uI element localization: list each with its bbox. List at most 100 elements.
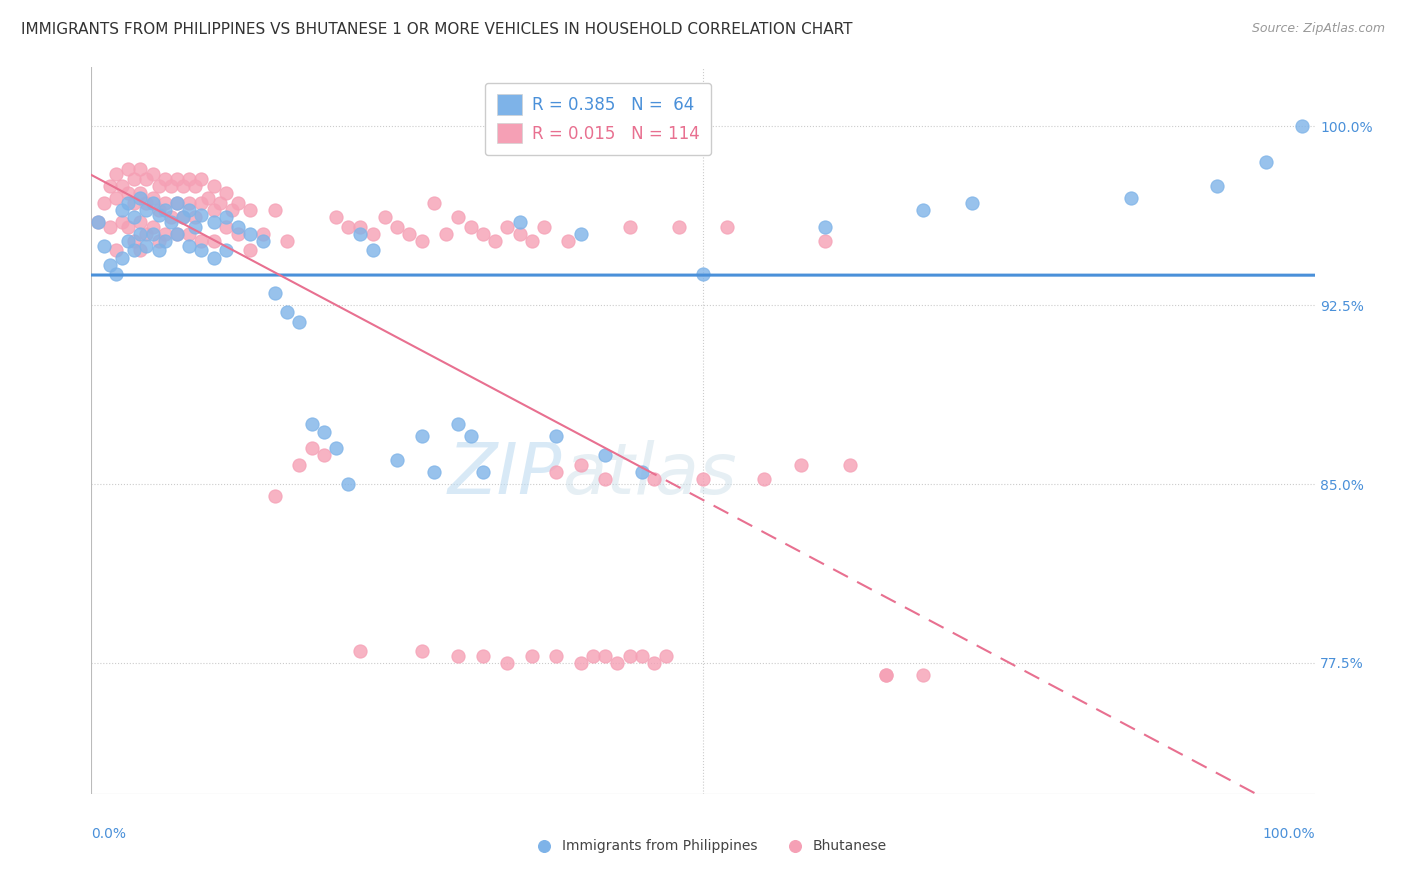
Point xyxy=(411,234,433,248)
Point xyxy=(606,656,628,670)
Point xyxy=(148,234,170,248)
Point xyxy=(135,195,157,210)
Point xyxy=(349,219,371,234)
Point xyxy=(190,234,212,248)
Point xyxy=(215,244,238,258)
Point xyxy=(838,458,860,472)
Point xyxy=(1291,120,1313,134)
Point xyxy=(117,162,139,177)
Point xyxy=(301,442,323,456)
Point xyxy=(593,449,616,463)
Point xyxy=(111,215,134,229)
Point xyxy=(197,191,219,205)
Point xyxy=(239,244,262,258)
Point xyxy=(184,219,207,234)
Point xyxy=(1254,155,1277,169)
Point xyxy=(374,210,396,224)
Point xyxy=(349,227,371,241)
Point xyxy=(582,648,605,663)
Text: atlas: atlas xyxy=(562,440,737,508)
Point xyxy=(111,202,134,217)
Point xyxy=(172,179,194,194)
Point xyxy=(509,227,531,241)
Point xyxy=(98,219,121,234)
Point xyxy=(471,465,494,479)
Point xyxy=(215,186,238,201)
Point xyxy=(153,227,176,241)
Point xyxy=(148,202,170,217)
Point xyxy=(166,195,188,210)
Point xyxy=(814,219,837,234)
Point xyxy=(153,202,176,217)
Point xyxy=(460,219,482,234)
Point xyxy=(226,195,249,210)
Point xyxy=(496,219,519,234)
Point xyxy=(423,195,446,210)
Y-axis label: 1 or more Vehicles in Household: 1 or more Vehicles in Household xyxy=(0,329,7,532)
Point xyxy=(875,667,898,681)
Point xyxy=(160,210,183,224)
Point xyxy=(215,210,238,224)
Text: 100.0%: 100.0% xyxy=(1263,827,1315,840)
Text: ZIP: ZIP xyxy=(449,440,562,508)
Point xyxy=(325,442,347,456)
Point xyxy=(423,465,446,479)
Point xyxy=(104,191,127,205)
Point xyxy=(166,172,188,186)
Point xyxy=(148,244,170,258)
Point xyxy=(129,244,152,258)
Point xyxy=(484,234,506,248)
Point xyxy=(471,227,494,241)
Point xyxy=(117,195,139,210)
Point xyxy=(190,195,212,210)
Point xyxy=(643,472,665,486)
Point xyxy=(264,202,287,217)
Point xyxy=(912,202,935,217)
Point xyxy=(643,656,665,670)
Point xyxy=(122,210,145,224)
Point xyxy=(111,179,134,194)
Point xyxy=(520,234,543,248)
Point xyxy=(619,219,641,234)
Point xyxy=(288,315,311,329)
Point xyxy=(875,667,898,681)
Point xyxy=(593,648,616,663)
Point xyxy=(361,227,384,241)
Point xyxy=(160,215,183,229)
Text: Bhutanese: Bhutanese xyxy=(813,839,887,854)
Point xyxy=(166,195,188,210)
Point xyxy=(264,286,287,301)
Point xyxy=(122,244,145,258)
Point xyxy=(557,234,579,248)
Point xyxy=(1205,179,1227,194)
Text: IMMIGRANTS FROM PHILIPPINES VS BHUTANESE 1 OR MORE VEHICLES IN HOUSEHOLD CORRELA: IMMIGRANTS FROM PHILIPPINES VS BHUTANESE… xyxy=(21,22,852,37)
Point xyxy=(288,458,311,472)
Point xyxy=(912,667,935,681)
Point xyxy=(349,644,371,658)
Point xyxy=(98,258,121,272)
Point xyxy=(104,267,127,281)
Point xyxy=(86,215,108,229)
Point xyxy=(960,195,983,210)
Point xyxy=(202,215,225,229)
Point xyxy=(179,238,201,252)
Point xyxy=(141,195,163,210)
Point xyxy=(716,219,738,234)
Point xyxy=(153,195,176,210)
Point xyxy=(434,227,457,241)
Point xyxy=(190,172,212,186)
Point xyxy=(98,179,121,194)
Point xyxy=(312,449,335,463)
Point xyxy=(239,202,262,217)
Point xyxy=(460,429,482,443)
Point xyxy=(202,202,225,217)
Text: 0.0%: 0.0% xyxy=(91,827,127,840)
Point xyxy=(337,219,360,234)
Point xyxy=(226,219,249,234)
Point xyxy=(122,195,145,210)
Point xyxy=(325,210,347,224)
Point xyxy=(252,234,274,248)
Point xyxy=(166,227,188,241)
Point xyxy=(546,648,568,663)
Point xyxy=(754,472,776,486)
